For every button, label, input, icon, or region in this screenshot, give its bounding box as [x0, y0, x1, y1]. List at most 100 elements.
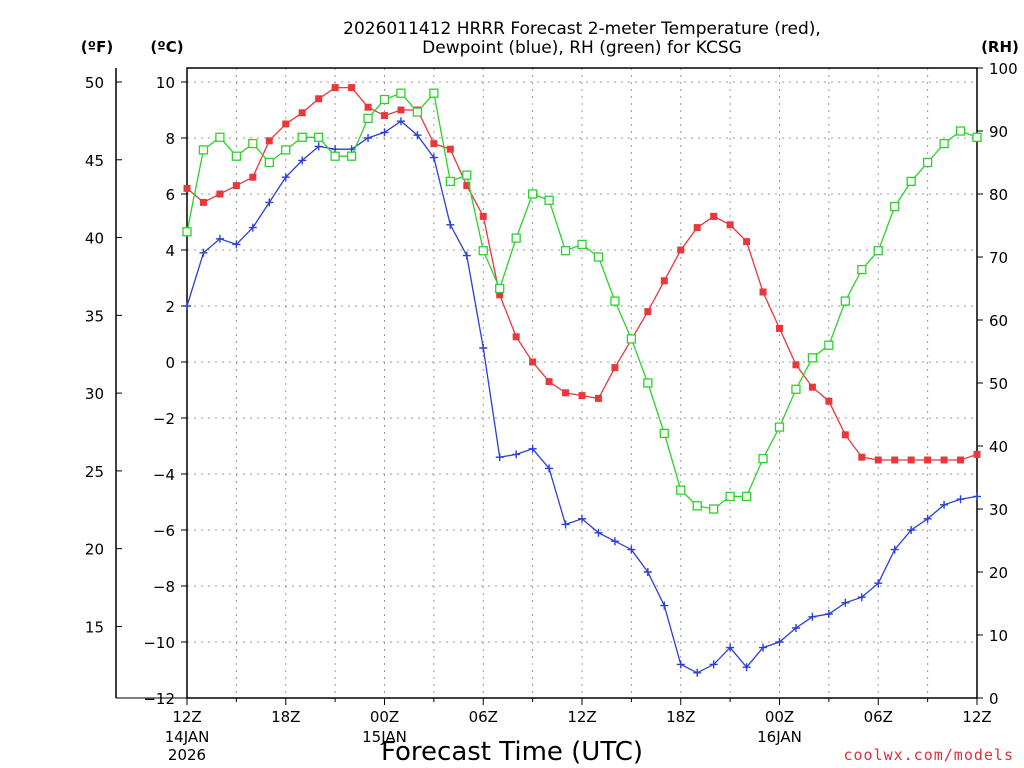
temperature-point: [759, 288, 767, 296]
temperature-point: [348, 84, 356, 92]
dewpoint-point: [429, 153, 438, 162]
rh-point: [840, 296, 850, 306]
temperature-point: [710, 212, 718, 220]
time-tick-label: 00Z: [765, 708, 794, 726]
rh-point: [890, 201, 900, 212]
dewpoint-point: [956, 495, 965, 504]
rh-point: [610, 296, 620, 306]
temperature-point: [397, 106, 405, 114]
rh-point: [363, 113, 373, 124]
temperature-point: [199, 198, 207, 206]
rh-point: [544, 195, 554, 205]
temperature-point: [315, 95, 323, 103]
dewpoint-point: [314, 142, 323, 151]
temperature-point: [594, 394, 602, 402]
temperature-point: [907, 456, 915, 464]
temperature-point: [940, 456, 948, 464]
rh-point: [972, 132, 982, 142]
temperature-point: [446, 145, 454, 153]
time-tick-label: 12Z: [962, 708, 991, 726]
time-tick-label: 18Z: [271, 708, 300, 726]
rh-tick-label: 40: [989, 438, 1008, 456]
time-tick-label: 00Z: [370, 708, 399, 726]
dewpoint-point: [183, 302, 191, 310]
temperature-point: [232, 182, 240, 190]
fahrenheit-tick-label: 50: [85, 74, 104, 92]
rh-point: [709, 504, 719, 514]
temperature-point: [825, 397, 833, 405]
rh-point: [955, 126, 966, 136]
rh-point: [462, 170, 472, 180]
dewpoint-point: [759, 643, 768, 652]
temperature-point: [545, 378, 553, 386]
dewpoint-point: [594, 528, 603, 537]
rh-point: [741, 491, 752, 502]
dewpoint-point: [940, 500, 949, 509]
dewpoint-point: [545, 464, 554, 473]
fahrenheit-tick-label: 20: [85, 541, 104, 559]
rh-tick-label: 80: [989, 186, 1008, 204]
fahrenheit-tick-label: 15: [85, 618, 104, 636]
temperature-point: [776, 324, 783, 332]
rh-point: [560, 246, 571, 256]
temperature-point: [957, 456, 965, 464]
rh-point: [643, 378, 653, 388]
rh-point: [676, 485, 686, 495]
rh-point: [527, 189, 538, 199]
fahrenheit-tick-label: 45: [85, 152, 104, 170]
dewpoint-point: [232, 240, 241, 249]
temperature-point: [331, 84, 339, 92]
credit-text: coolwx.com/models: [843, 746, 1014, 764]
temperature-point: [381, 112, 388, 120]
rh-point: [215, 132, 225, 142]
year-tick-label: 2026: [168, 746, 206, 764]
rh-point: [412, 107, 423, 117]
temperature-point: [973, 450, 981, 458]
dewpoint-point: [709, 660, 718, 669]
fahrenheit-tick-label: 35: [85, 307, 104, 325]
rh-tick-label: 30: [989, 501, 1008, 519]
dewpoint-series: [183, 117, 981, 677]
rh-point: [495, 283, 505, 294]
rh-point: [330, 151, 340, 161]
dewpoint-point: [627, 545, 636, 554]
rh-point: [396, 88, 406, 98]
temperature-point: [216, 190, 224, 198]
rh-point: [429, 88, 439, 98]
celsius-tick-label: 10: [156, 74, 175, 92]
temperature-point: [479, 212, 487, 220]
celsius-tick-label: −6: [153, 522, 175, 540]
dewpoint-point: [907, 526, 916, 534]
temperature-point: [282, 120, 290, 128]
temperature-point: [496, 291, 504, 299]
rh-point: [593, 252, 604, 262]
rh-point: [857, 264, 867, 275]
rh-point: [922, 157, 933, 168]
dewpoint-point: [199, 248, 208, 257]
dewpoint-point: [824, 610, 833, 618]
dewpoint-point: [512, 450, 521, 459]
temperature-point: [841, 431, 849, 439]
celsius-tick-label: 4: [165, 242, 175, 260]
temperature-point: [265, 137, 273, 145]
rh-point: [725, 491, 735, 502]
celsius-axis-ticks: 10 8 6 4 2 0 −2 −4 −6 −8 −10 −12: [143, 74, 187, 708]
dewpoint-point: [248, 223, 257, 232]
rh-point: [758, 453, 768, 464]
fahrenheit-axis-ticks: 50 45 40 35 30 25 20 15: [85, 74, 122, 636]
temperature-point: [891, 456, 899, 464]
rh-point: [379, 94, 390, 105]
dewpoint-point: [462, 251, 471, 260]
celsius-tick-label: −4: [153, 466, 175, 484]
rh-tick-label: 60: [989, 312, 1008, 330]
dewpoint-point: [528, 444, 537, 453]
rh-point: [791, 384, 801, 394]
dewpoint-point: [446, 220, 455, 229]
temperature-point: [611, 364, 619, 372]
dewpoint-point: [742, 663, 751, 672]
time-tick-label: 12Z: [172, 708, 201, 726]
dewpoint-point: [215, 234, 224, 243]
rh-point: [445, 176, 455, 187]
temperature-point: [463, 182, 471, 190]
